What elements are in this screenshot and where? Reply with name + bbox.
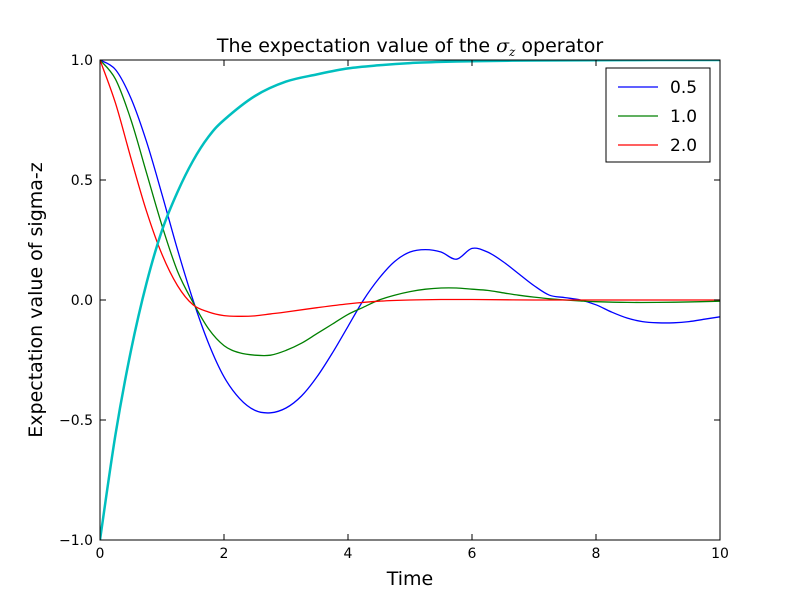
legend: 0.5 1.0 2.0: [605, 67, 711, 163]
chart-title: The expectation value of the σz operator: [216, 35, 603, 59]
x-tick-label: 2: [220, 546, 229, 562]
y-tick-label: 1.0: [71, 53, 93, 69]
x-axis-label: Time: [386, 568, 434, 590]
x-tick-label: 0: [96, 546, 105, 562]
x-tick-label: 8: [592, 546, 601, 562]
y-tick-label: −1.0: [59, 533, 93, 549]
y-tick-label: −0.5: [59, 413, 93, 429]
legend-label-2-0: 2.0: [670, 136, 697, 156]
chart-title-sigma: σ: [496, 35, 510, 57]
x-tick-label: 10: [711, 546, 729, 562]
chart-title-prefix: The expectation value of the: [216, 35, 496, 57]
legend-label-1-0: 1.0: [670, 107, 697, 127]
legend-box: [605, 67, 711, 163]
x-tick-label: 4: [344, 546, 353, 562]
y-tick-label: 0.0: [71, 293, 93, 309]
series-line-0-5: [100, 60, 720, 414]
x-tick-label: 6: [468, 546, 477, 562]
legend-label-0-5: 0.5: [670, 78, 697, 98]
series-line-unlabeled: [100, 60, 720, 540]
plot-area: 0 2 4 6 8 10 −1.0 −0.5 0.0 0.5 1.0: [59, 53, 729, 562]
y-axis-label: Expectation value of sigma-z: [25, 162, 47, 438]
y-tick-label: 0.5: [71, 173, 93, 189]
series-group: [100, 60, 720, 540]
chart-title-suffix: operator: [515, 35, 603, 57]
chart-title-subscript: z: [508, 45, 516, 59]
